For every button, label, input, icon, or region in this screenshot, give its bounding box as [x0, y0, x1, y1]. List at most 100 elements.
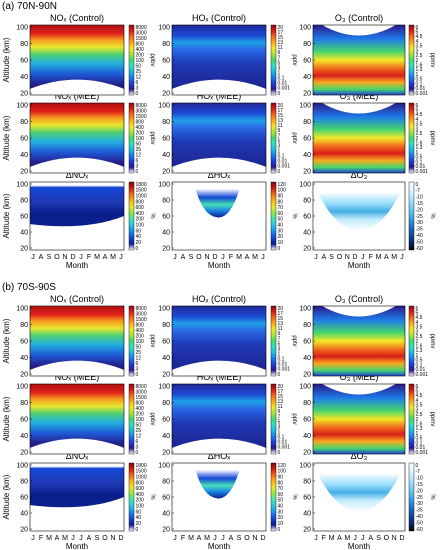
colorbar-tick-label: 4 [416, 39, 419, 45]
colorbar-tick-label: 5 [278, 341, 281, 347]
panel-title: ΔO₃ [350, 451, 368, 461]
colorbar-tick-label: 4 [416, 117, 419, 123]
panel-title: NOₓ (MEE) [54, 91, 100, 101]
y-axis-label: Altitude (km) [2, 115, 11, 160]
colorbar [270, 383, 277, 455]
y-tick-label: 20 [20, 371, 28, 378]
colorbar-tick-label: 60 [278, 492, 284, 498]
y-tick-label: 60 [162, 494, 170, 501]
x-tick-label: S [189, 254, 194, 261]
x-tick-label: N [62, 254, 67, 261]
x-tick-label: J [361, 254, 365, 261]
y-tick-label: 40 [303, 74, 311, 81]
colorbar-tick-label: 9 [278, 50, 281, 56]
panel-title: O₃ (MEE) [339, 91, 379, 101]
y-tick-label: 100 [299, 305, 311, 312]
y-axis-label: Altitude (km) [2, 193, 11, 238]
no-data-region [172, 79, 266, 95]
y-tick-label: 80 [162, 197, 170, 204]
x-tick-label: M [252, 254, 258, 261]
heatmap-field [195, 469, 240, 499]
heatmap-field [317, 192, 401, 231]
y-tick-label: 40 [162, 152, 170, 159]
colorbar-tick-label: -60 [416, 246, 423, 252]
y-tick-label: 80 [303, 400, 311, 407]
no-data-region [30, 157, 124, 173]
x-tick-label: J [221, 254, 225, 261]
colorbar-tick-label: 1000 [136, 193, 147, 199]
colorbar-tick-label: 3 [136, 366, 139, 372]
colorbar-tick-label: 13 [278, 399, 284, 405]
colorbar-tick-label: 11 [278, 326, 283, 332]
y-tick-label: 40 [20, 510, 28, 517]
x-tick-label: M [344, 535, 350, 542]
y-tick-label: 20 [162, 245, 170, 252]
y-tick-label: 80 [162, 400, 170, 407]
colorbar-tick-label: 80 [278, 480, 284, 486]
heatmap-field [30, 185, 124, 227]
colorbar-tick-label: 13 [278, 321, 284, 327]
colorbar-tick-label: 0.1 [416, 159, 423, 165]
colorbar-tick-label: 0 [278, 527, 281, 533]
colorbar-tick-label: 0 [278, 372, 281, 378]
colorbar-tick-label: 5 [278, 138, 281, 144]
colorbar-tick-label: -50 [416, 520, 423, 526]
colorbar-tick-label: 8000 [136, 103, 147, 109]
no-data-region [30, 438, 124, 454]
x-tick-label: S [329, 254, 334, 261]
y-tick-label: 20 [162, 168, 170, 175]
x-tick-label: M [376, 254, 382, 261]
y-tick-label: 20 [303, 449, 311, 456]
colorbar-tick-label: 40 [278, 504, 284, 510]
colorbar-tick-label: 100 [136, 417, 145, 423]
x-tick-label: A [39, 254, 44, 261]
colorbar-tick-label: 15 [278, 35, 284, 41]
colorbar-tick-label: 600 [136, 205, 145, 211]
y-tick-label: 60 [162, 416, 170, 423]
colorbar-tick-label: -25 [416, 214, 423, 220]
colorbar-tick-label: 200 [136, 52, 145, 58]
colorbar-tick-label: 50 [136, 141, 142, 147]
colorbar-tick-label: 90 [278, 474, 284, 480]
colorbar-tick-label: 6 [416, 384, 419, 390]
y-tick-label: 80 [20, 197, 28, 204]
colorbar-tick-label: 17 [278, 30, 284, 36]
colorbar-tick-label: -15 [416, 201, 423, 207]
colorbar-tick-label: -40 [416, 514, 423, 520]
colorbar-tick-label: 13 [278, 118, 284, 124]
colorbar-tick-label: -50 [416, 239, 423, 245]
y-tick-label: 40 [20, 152, 28, 159]
colorbar-tick-label: 3.5 [416, 44, 423, 50]
colorbar-tick-label: 3 [136, 85, 139, 91]
colorbar-tick-label: 1500 [136, 395, 147, 401]
x-tick-label: N [252, 535, 257, 542]
y-axis-label: Altitude (km) [2, 474, 11, 519]
colorbar-tick-label: 3.5 [416, 403, 423, 409]
y-tick-label: 100 [16, 462, 28, 469]
colorbar-tick-label: 1000 [136, 474, 147, 480]
colorbar-tick-label: 10 [278, 521, 284, 527]
x-tick-label: O [384, 535, 390, 542]
y-tick-label: 60 [162, 338, 170, 345]
y-tick-label: 20 [303, 168, 311, 175]
x-tick-label: J [173, 535, 177, 542]
colorbar-tick-label: -30 [416, 220, 423, 226]
x-tick-label: A [337, 535, 342, 542]
colorbar-tick-label: 8000 [136, 306, 147, 312]
colorbar-tick-label: -20 [416, 207, 423, 213]
colorbar-tick-label: 3 [416, 48, 419, 54]
y-tick-label: 100 [299, 181, 311, 188]
colorbar [408, 462, 415, 532]
y-tick-label: 60 [20, 213, 28, 220]
y-tick-label: 20 [20, 449, 28, 456]
x-tick-label: N [204, 254, 209, 261]
x-tick-label: N [110, 535, 115, 542]
y-tick-label: 80 [20, 41, 28, 48]
colorbar-tick-label: 2.5 [416, 53, 423, 59]
